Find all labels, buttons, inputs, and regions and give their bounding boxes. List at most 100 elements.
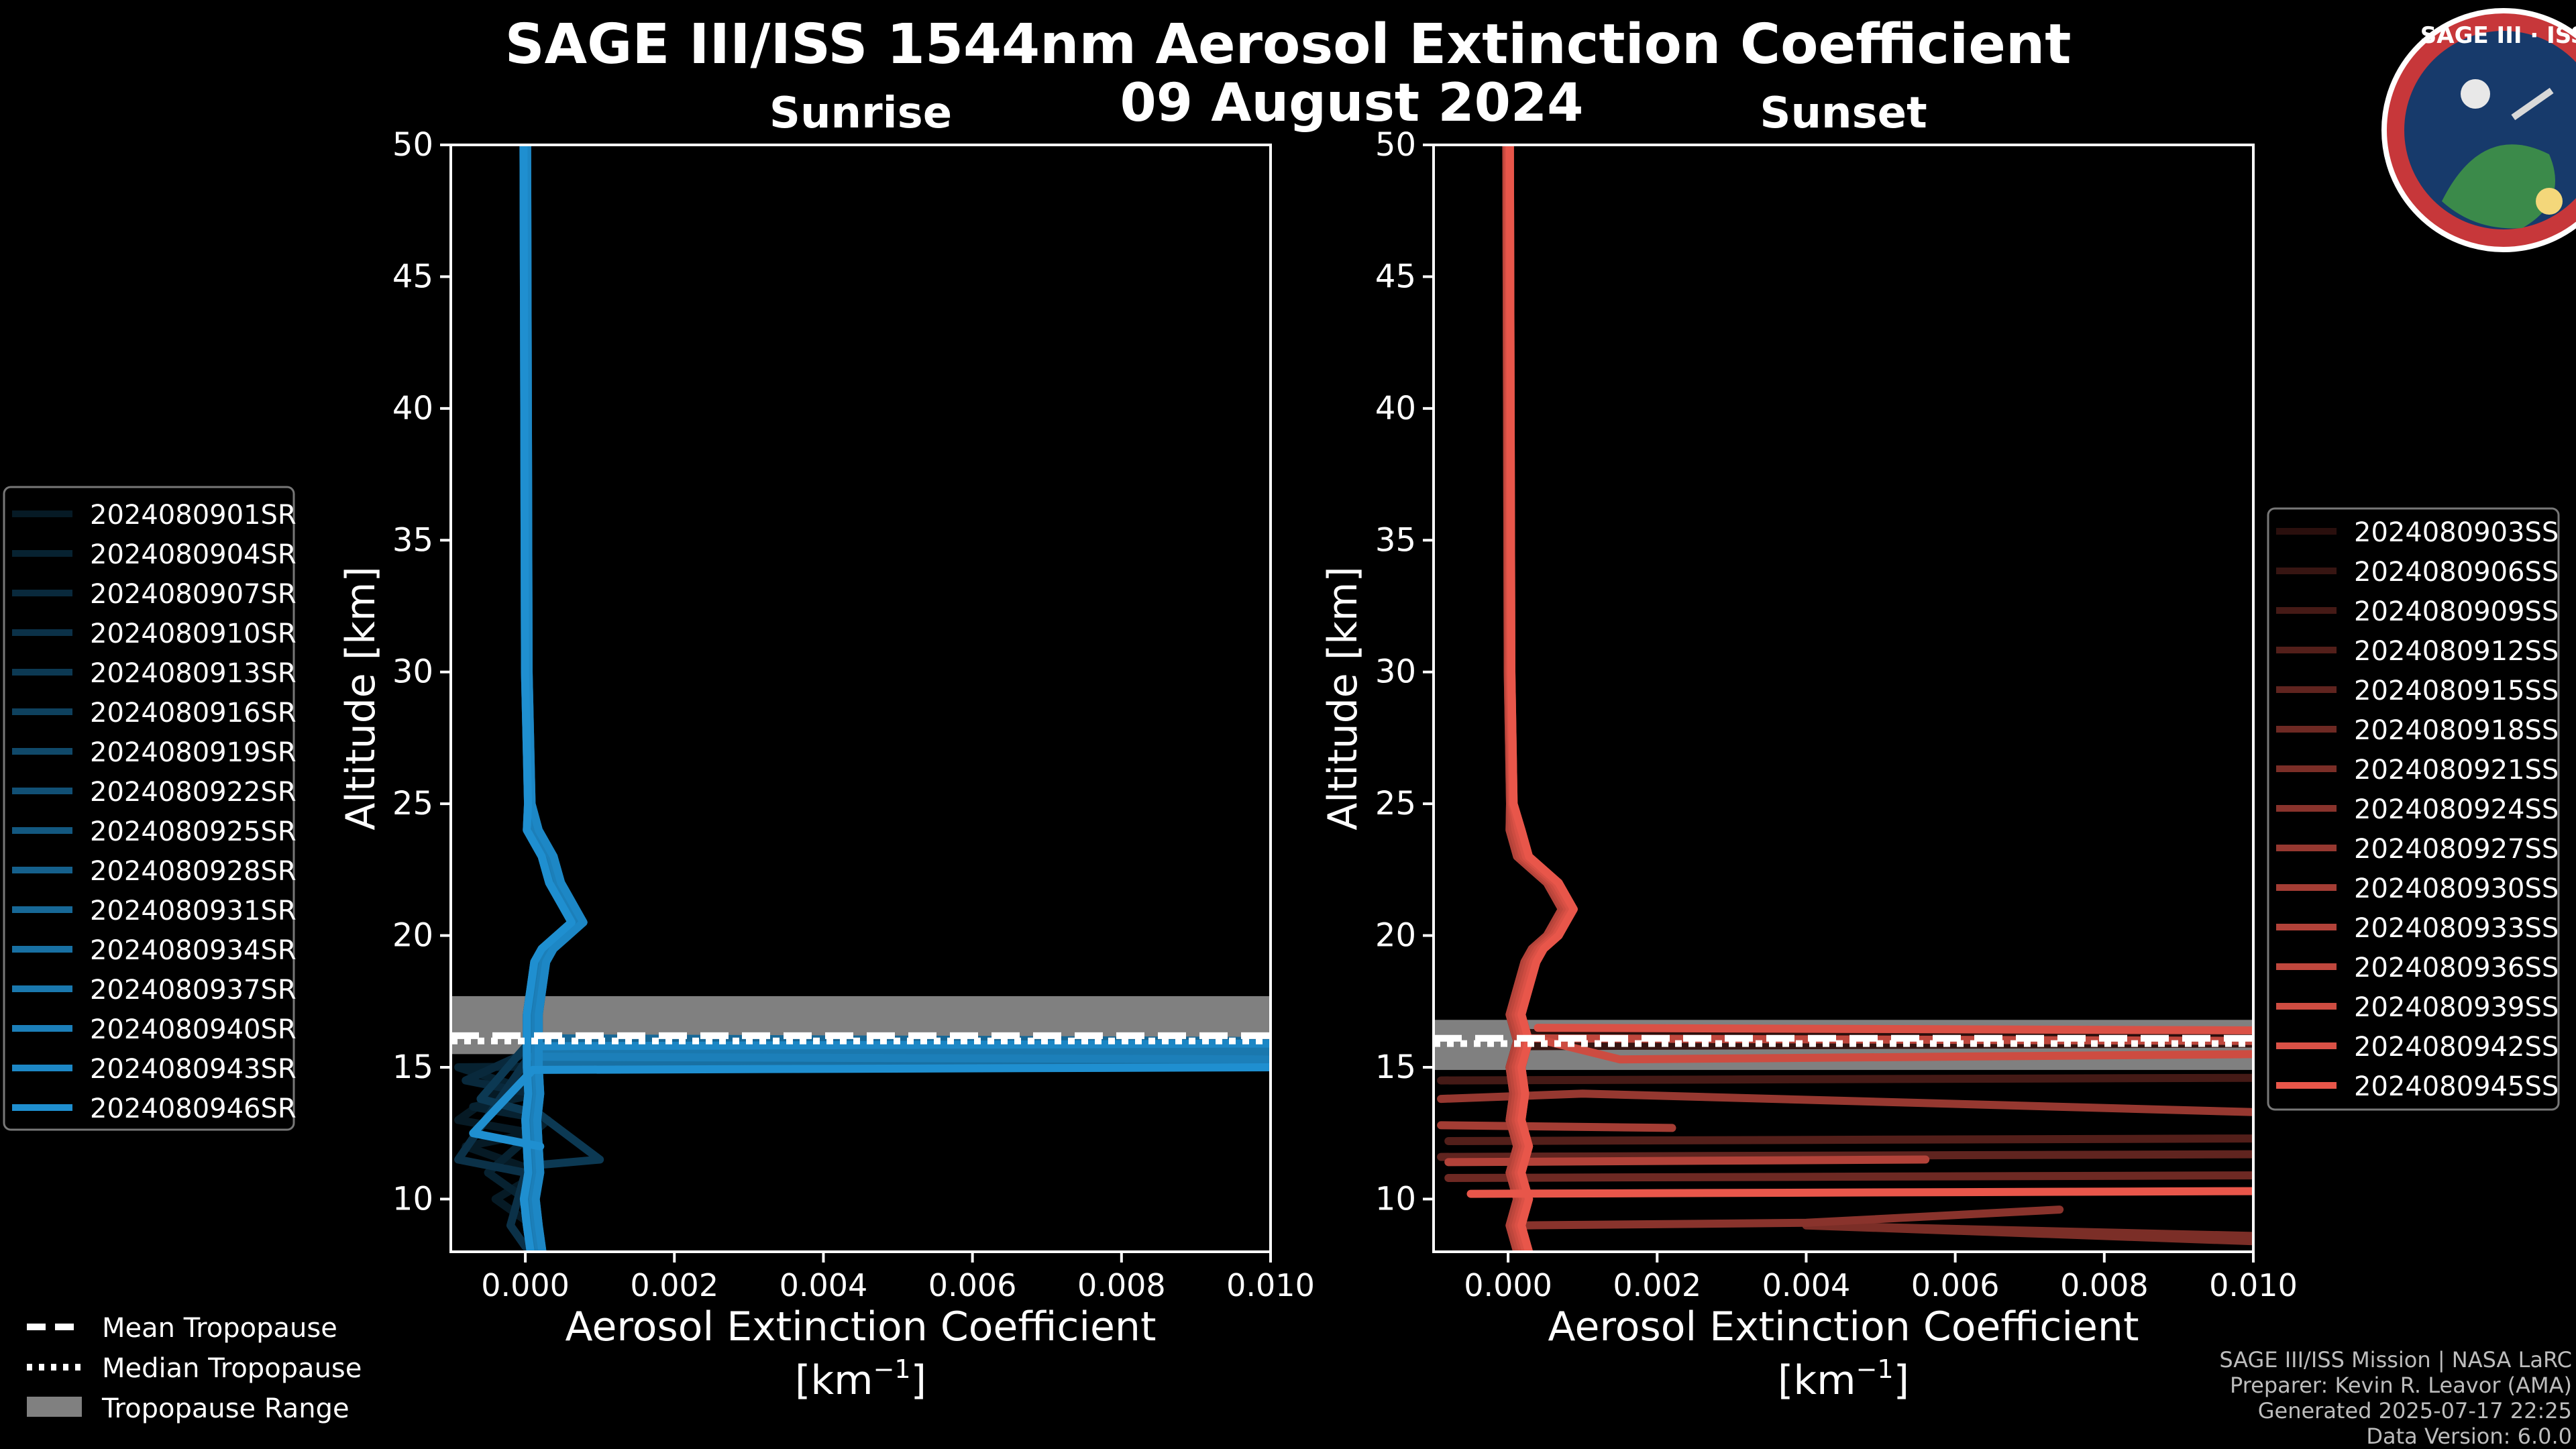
sunrise-ytick-label: 10 bbox=[392, 1180, 433, 1218]
sunrise-legend-label: 2024080913SR bbox=[90, 658, 297, 689]
sunset-ytick-label: 45 bbox=[1375, 258, 1416, 295]
sunset-legend-label: 2024080939SS bbox=[2354, 992, 2559, 1023]
sunset-x-unit-close: ] bbox=[1894, 1357, 1909, 1404]
sunset-x-unit-exp: −1 bbox=[1856, 1354, 1894, 1384]
sunset-legend-label: 2024080933SS bbox=[2354, 913, 2559, 944]
sunrise-x-unit-base: [km bbox=[795, 1357, 873, 1404]
sunrise-spike-2024080904SR bbox=[454, 1055, 1271, 1203]
logo-sun-icon bbox=[2536, 188, 2563, 215]
sunset-spike-2024080942SS bbox=[1534, 1024, 2253, 1034]
sunset-profile-2024080939SS bbox=[1504, 145, 1572, 1252]
sunset-xtick-label: 0.002 bbox=[1613, 1267, 1701, 1303]
sunrise-legend-label: 2024080925SR bbox=[90, 816, 297, 847]
sunset-ytick-label: 25 bbox=[1375, 785, 1416, 822]
sunrise-profiles bbox=[454, 145, 1271, 1252]
sunrise-legend-label: 2024080934SR bbox=[90, 935, 297, 966]
sunset-xtick-label: 0.004 bbox=[1762, 1267, 1851, 1303]
sunset-profile-2024080942SS bbox=[1505, 145, 1575, 1252]
sunset-spike-2024080903SS bbox=[1519, 1028, 2253, 1040]
sunset-spike-2024080909SS bbox=[1437, 1073, 2253, 1085]
sunrise-legend-label: 2024080931SR bbox=[90, 896, 297, 926]
sunset-ytick-label: 30 bbox=[1375, 653, 1416, 691]
sunrise-legend-box bbox=[3, 486, 295, 1131]
footer-version: Data Version: 6.0.0 bbox=[2366, 1424, 2572, 1449]
mean-tropopause-label: Mean Tropopause bbox=[102, 1313, 337, 1344]
sunrise-x-unit-close: ] bbox=[911, 1357, 926, 1404]
footer-generated: Generated 2025-07-17 22:25 bbox=[2258, 1398, 2572, 1424]
sunset-spike-2024080924SS bbox=[1519, 1205, 2064, 1230]
sunset-legend-label: 2024080930SS bbox=[2354, 873, 2559, 904]
figure-date: 09 August 2024 bbox=[1120, 73, 1584, 133]
sunset-x-label: Aerosol Extinction Coefficient bbox=[1548, 1303, 2139, 1350]
sunrise-xtick-label: 0.000 bbox=[481, 1267, 570, 1303]
sunrise-spike-2024080940SR bbox=[529, 1053, 1271, 1064]
sunset-spike-2024080912SS bbox=[1444, 1134, 2253, 1145]
sunrise-legend-label: 2024080901SR bbox=[90, 500, 297, 531]
sunrise-legend-label: 2024080937SR bbox=[90, 975, 297, 1006]
sunset-spike-2024080915SS bbox=[1437, 1150, 2253, 1161]
sunrise-ticks: 10 15 20 25 30 35 40 45 50 0.000 0.002 0.004 0.006 0.… bbox=[392, 126, 1315, 1303]
sunset-legend-label: 2024080909SS bbox=[2354, 596, 2559, 627]
sunset-legend-label: 2024080942SS bbox=[2354, 1032, 2559, 1063]
sunrise-xtick-label: 0.002 bbox=[630, 1267, 718, 1303]
sunset-ticks: 10 15 20 25 30 35 40 45 50 0.000 0.002 0.004 0.006 0.… bbox=[1375, 126, 2298, 1303]
sunrise-legend-label: 2024080904SR bbox=[90, 539, 297, 570]
sunrise-legend-label: 2024080928SR bbox=[90, 856, 297, 887]
sunrise-profile-2024080940SR bbox=[522, 145, 585, 1252]
sunrise-panel-title: Sunrise bbox=[769, 89, 952, 138]
sunset-spike-2024080930SS bbox=[1437, 1121, 1676, 1132]
sunrise-spike-2024080910SR bbox=[454, 1058, 1271, 1251]
tropopause-range-label: Tropopause Range bbox=[101, 1393, 350, 1424]
sunrise-x-unit-exp: −1 bbox=[873, 1354, 911, 1384]
sunrise-spike-2024080946SR bbox=[469, 1063, 1271, 1150]
sunset-profile-2024080945SS bbox=[1505, 145, 1578, 1252]
logo-moon-icon bbox=[2461, 79, 2490, 109]
sunset-xtick-label: 0.006 bbox=[1911, 1267, 2000, 1303]
sunset-x-unit: [km−1] bbox=[1778, 1354, 1909, 1404]
sunrise-legend-label: 2024080946SR bbox=[90, 1093, 297, 1124]
sunset-profiles bbox=[1437, 145, 2253, 1252]
sunrise-legend-label: 2024080943SR bbox=[90, 1054, 297, 1085]
sunset-spike-2024080945SS bbox=[1466, 1187, 2253, 1198]
sunset-spike-2024080927SS bbox=[1437, 1089, 2253, 1116]
sunset-legend-label: 2024080915SS bbox=[2354, 676, 2559, 706]
sunset-spike-2024080921SS bbox=[1802, 1221, 2253, 1246]
sunset-plot-frame bbox=[1432, 144, 2255, 1253]
sunrise-x-label: Aerosol Extinction Coefficient bbox=[566, 1303, 1157, 1350]
sunset-spike-2024080918SS bbox=[1444, 1171, 2253, 1182]
figure-title: SAGE III/ISS 1544nm Aerosol Extinction C… bbox=[505, 13, 2072, 76]
sunset-spike-2024080939SS bbox=[1541, 1036, 2253, 1064]
footer-preparer: Preparer: Kevin R. Leavor (AMA) bbox=[2230, 1373, 2572, 1398]
tropopause-range-swatch bbox=[27, 1397, 82, 1417]
sunset-ytick-label: 15 bbox=[1375, 1049, 1416, 1086]
sunrise-legend-label: 2024080907SR bbox=[90, 579, 297, 610]
sunrise-spike-2024080943SR bbox=[536, 1039, 1271, 1051]
sunset-x-unit-base: [km bbox=[1778, 1357, 1856, 1404]
sunrise-legend-entries: 2024080901SR 2024080904SR 2024080907SR 2024… bbox=[12, 500, 297, 1124]
sunset-ytick-label: 50 bbox=[1375, 126, 1416, 164]
sunrise-legend: 2024080901SR 2024080904SR 2024080907SR 2024… bbox=[3, 486, 297, 1131]
sunset-panel-title: Sunset bbox=[1760, 89, 1927, 138]
sunset-ytick-label: 20 bbox=[1375, 917, 1416, 955]
logo-earth-icon bbox=[2442, 144, 2555, 229]
sunrise-panel: Sunrise 10 15 20 25 30 35 40 45 50 0.000 0.002 0.00… bbox=[337, 89, 1315, 1404]
footer-mission: SAGE III/ISS Mission | NASA LaRC bbox=[2219, 1347, 2572, 1373]
sunrise-legend-label: 2024080919SR bbox=[90, 737, 297, 768]
sunset-legend-label: 2024080906SS bbox=[2354, 557, 2559, 588]
sunrise-xtick-label: 0.004 bbox=[780, 1267, 868, 1303]
median-tropopause-label: Median Tropopause bbox=[102, 1353, 362, 1384]
sunset-y-label: Altitude [km] bbox=[1320, 566, 1366, 830]
logo-station-icon bbox=[2511, 87, 2554, 121]
sunset-xtick-label: 0.010 bbox=[2209, 1267, 2298, 1303]
sunset-ytick-label: 35 bbox=[1375, 521, 1416, 559]
sunrise-x-unit: [km−1] bbox=[795, 1354, 926, 1404]
sunrise-ytick-label: 15 bbox=[392, 1049, 433, 1086]
sunrise-legend-label: 2024080922SR bbox=[90, 777, 297, 808]
sunrise-ytick-label: 50 bbox=[392, 126, 433, 164]
sage-iii-iss-logo: SAGE III · ISS bbox=[2381, 8, 2576, 252]
sunrise-ytick-label: 35 bbox=[392, 521, 433, 559]
sunrise-plot-frame bbox=[449, 144, 1272, 1253]
sunset-ytick-label: 10 bbox=[1375, 1180, 1416, 1218]
sunset-legend-box bbox=[2267, 507, 2560, 1111]
